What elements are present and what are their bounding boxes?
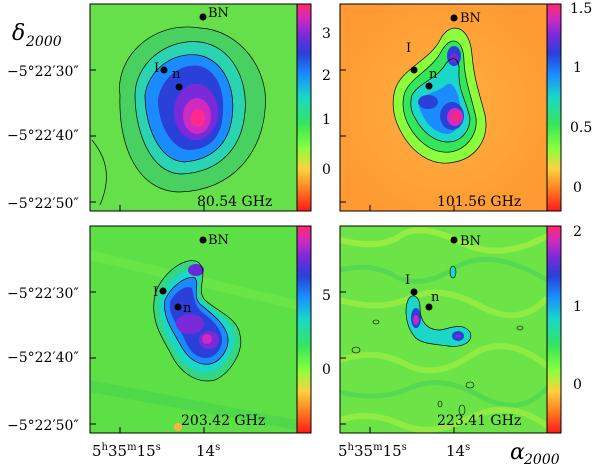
source-marker-n bbox=[425, 303, 433, 311]
source-marker-n bbox=[425, 82, 433, 90]
source-marker-i bbox=[160, 66, 168, 74]
source-marker-bn bbox=[450, 14, 458, 22]
cbar-tick-223-2: 2 bbox=[573, 224, 582, 240]
dec-axis-symbol: δ bbox=[12, 21, 25, 46]
source-label-n: n bbox=[183, 301, 192, 316]
ra-tick-label-left-1: 5h35m15s bbox=[92, 442, 161, 460]
cbar-tick-223-0: 0 bbox=[573, 377, 582, 393]
ra-tick-label-left-2: 14s bbox=[196, 442, 220, 460]
dec-tick-label-bottom-1: −5°22′30″ bbox=[7, 286, 79, 302]
source-marker-n bbox=[175, 83, 183, 91]
dec-axis-subscript: 2000 bbox=[25, 34, 62, 50]
source-marker-bn bbox=[450, 236, 458, 244]
source-label-i: I bbox=[405, 273, 410, 288]
colorbar-203ghz bbox=[296, 225, 312, 434]
source-label-i: I bbox=[154, 61, 159, 76]
colorbar-80ghz bbox=[296, 3, 312, 212]
dec-tick-label-top-3: −5°22′50″ bbox=[7, 196, 79, 212]
source-label-i: I bbox=[406, 41, 411, 56]
source-label-bn: BN bbox=[460, 234, 481, 249]
colorbar-223ghz bbox=[546, 225, 562, 434]
source-label-i: I bbox=[153, 285, 158, 300]
cbar-tick-223-1: 1 bbox=[573, 299, 582, 315]
source-label-n: n bbox=[172, 67, 181, 82]
dec-tick-label-top-1: −5°22′30″ bbox=[7, 64, 79, 80]
source-label-n: n bbox=[429, 67, 438, 82]
cbar-tick-80-1: 1 bbox=[322, 112, 331, 128]
source-label-bn: BN bbox=[208, 233, 229, 248]
source-label-n: n bbox=[431, 290, 440, 305]
ra-tick-label-right-2: 14s bbox=[446, 442, 470, 460]
ra-tick-label-right-1: 5h35m15s bbox=[338, 442, 407, 460]
panel-223ghz: 2 1 0 BN I n 223.41 GHz bbox=[339, 224, 582, 434]
source-marker-n bbox=[174, 303, 182, 311]
source-label-bn: BN bbox=[460, 11, 481, 26]
cbar-tick-80-3: 3 bbox=[322, 26, 331, 42]
source-label-bn: BN bbox=[208, 6, 229, 21]
dec-tick-label-bottom-3: −5°22′50″ bbox=[7, 418, 79, 434]
source-marker-bn bbox=[199, 236, 207, 244]
cbar-tick-101-0: 0 bbox=[573, 180, 582, 196]
svg-text:5h35m15s: 5h35m15s bbox=[92, 442, 161, 460]
panel-80ghz: 3 2 1 0 BN I n 80.54 GHz bbox=[89, 3, 331, 212]
svg-text:14s: 14s bbox=[446, 442, 470, 460]
cbar-tick-101-1: 1 bbox=[573, 60, 582, 76]
cbar-tick-203-5: 5 bbox=[322, 288, 331, 304]
svg-text:5h35m15s: 5h35m15s bbox=[338, 442, 407, 460]
cbar-tick-80-2: 2 bbox=[322, 68, 331, 84]
ra-axis-subscript: 2000 bbox=[523, 452, 560, 466]
dec-tick-label-bottom-2: −5°22′40″ bbox=[7, 350, 79, 366]
source-marker-i bbox=[410, 288, 418, 296]
frequency-label-80ghz: 80.54 GHz bbox=[197, 194, 272, 210]
colorbar-101ghz bbox=[546, 3, 562, 212]
cbar-tick-203-0: 0 bbox=[322, 362, 331, 378]
frequency-label-101ghz: 101.56 GHz bbox=[437, 194, 521, 210]
panel-203ghz: 5 0 BN I n 203.42 GHz bbox=[89, 225, 331, 434]
ra-axis-symbol: α bbox=[510, 440, 525, 465]
source-marker-bn bbox=[199, 13, 207, 21]
tick-marks bbox=[90, 69, 455, 433]
dec-tick-label-top-2: −5°22′40″ bbox=[7, 128, 79, 144]
frequency-label-223ghz: 223.41 GHz bbox=[437, 413, 521, 429]
frequency-label-203ghz: 203.42 GHz bbox=[181, 413, 265, 429]
panel-101ghz: 1.5 1 0.5 0 BN I n 101.56 GHz bbox=[339, 1, 592, 212]
source-marker-i bbox=[159, 287, 167, 295]
source-marker-i bbox=[410, 66, 418, 74]
cbar-tick-101-1.5: 1.5 bbox=[570, 1, 592, 17]
cbar-tick-80-0: 0 bbox=[322, 162, 331, 178]
svg-text:14s: 14s bbox=[196, 442, 220, 460]
cbar-tick-101-0.5: 0.5 bbox=[570, 120, 592, 136]
